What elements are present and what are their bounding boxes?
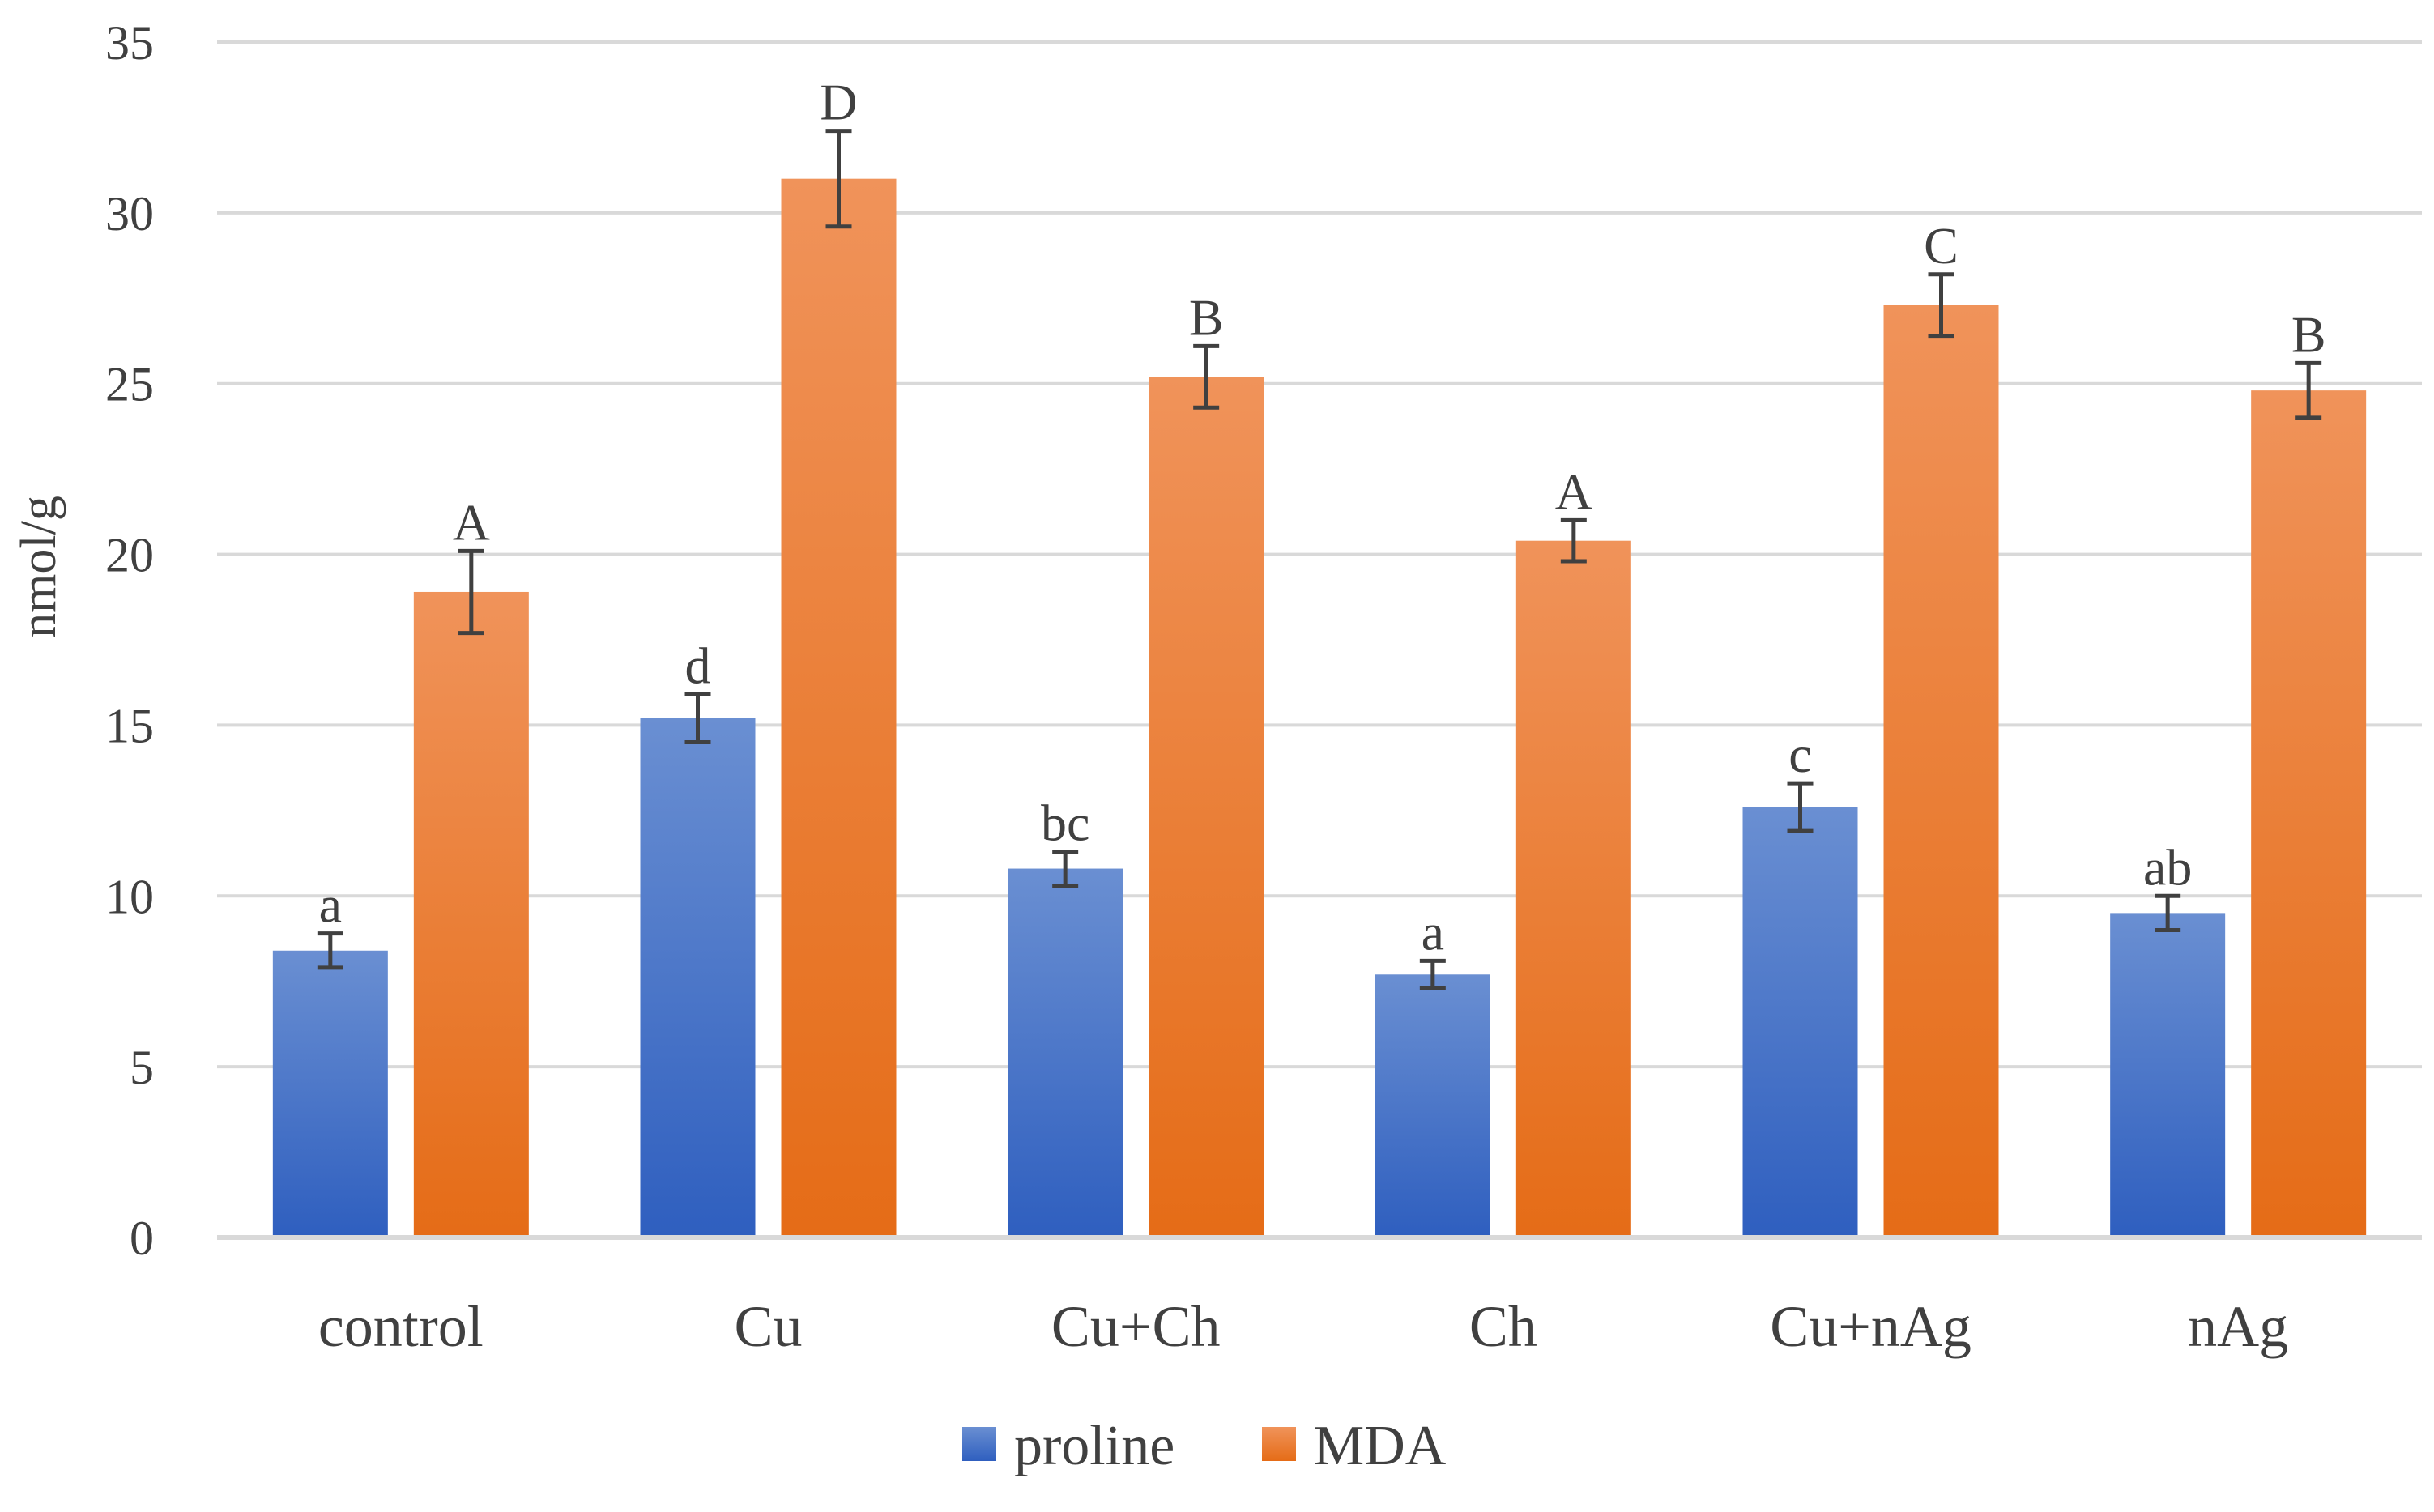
y-tick-label: 35	[105, 16, 154, 70]
x-tick-label: Cu	[734, 1294, 802, 1359]
bar-proline-ch	[1375, 974, 1490, 1235]
legend-swatch-mda	[1262, 1427, 1296, 1461]
y-axis-label: nmol/g	[11, 496, 66, 638]
bar-mda-cu-ch	[1149, 377, 1264, 1235]
bar-proline-control	[272, 950, 388, 1235]
significance-label: a	[319, 876, 342, 934]
bar-mda-nag	[2251, 390, 2367, 1235]
bar-proline-cu	[640, 718, 756, 1235]
y-tick-label: 30	[105, 187, 154, 241]
significance-label: bc	[1041, 794, 1089, 851]
error-bars	[317, 129, 2322, 990]
y-tick-label: 20	[105, 529, 154, 582]
bar-mda-control	[413, 591, 529, 1235]
y-tick-label: 5	[130, 1041, 154, 1094]
legend-label-proline: proline	[1014, 1415, 1174, 1477]
significance-label: B	[2291, 305, 2326, 363]
y-tick-label: 25	[105, 358, 154, 411]
x-tick-label: Cu+nAg	[1770, 1294, 1971, 1359]
x-tick-label: nAg	[2188, 1294, 2288, 1359]
significance-label: D	[820, 74, 857, 131]
bar-proline-nag	[2110, 913, 2226, 1235]
significance-label: c	[1788, 726, 1811, 783]
x-tick-label: Ch	[1469, 1294, 1537, 1359]
significance-labels: a Ad Dbc Ba Ac Cab B	[319, 74, 2326, 961]
significance-label: A	[1555, 462, 1592, 520]
significance-label: d	[685, 637, 711, 694]
significance-label: a	[1422, 903, 1444, 960]
bar-mda-cu	[781, 178, 897, 1236]
legend-swatch-proline	[962, 1427, 996, 1461]
x-tick-label: control	[318, 1294, 484, 1359]
gridlines	[217, 40, 2422, 1240]
y-tick-label: 10	[105, 870, 154, 923]
significance-label: ab	[2143, 838, 2192, 896]
legend: proline MDA	[962, 1415, 1447, 1477]
axes: 0 5 10 15 20 25 30 35 nmol/g control Cu Cu+Ch Ch Cu+n…	[11, 16, 2288, 1359]
x-tick-label: Cu+Ch	[1051, 1294, 1221, 1359]
legend-label-mda: MDA	[1314, 1415, 1447, 1477]
significance-label: C	[1924, 217, 1959, 275]
bar-mda-cu-nag	[1883, 305, 1999, 1236]
bar-proline-cu-ch	[1008, 868, 1123, 1235]
bar-proline-cu-nag	[1742, 807, 1858, 1235]
significance-label: A	[453, 493, 490, 551]
y-tick-label: 0	[130, 1212, 154, 1265]
bar-mda-ch	[1515, 540, 1631, 1235]
significance-label: B	[1189, 288, 1224, 346]
bars	[272, 178, 2367, 1236]
y-tick-label: 15	[105, 699, 154, 752]
